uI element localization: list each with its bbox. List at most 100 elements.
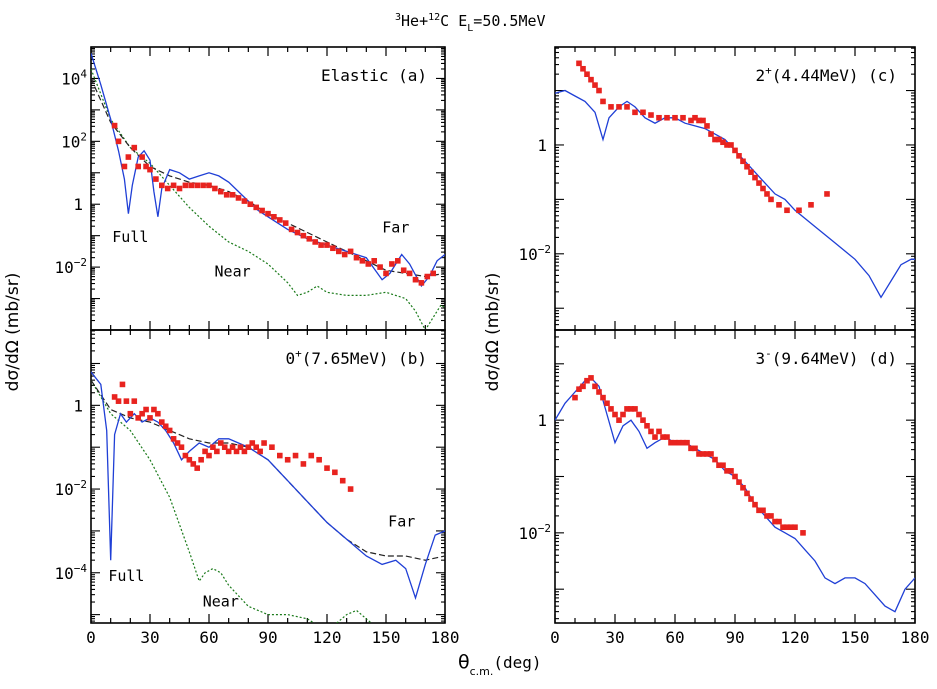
data-point bbox=[300, 461, 307, 467]
full-curve bbox=[555, 377, 915, 613]
data-point bbox=[728, 142, 734, 148]
data-point bbox=[123, 398, 130, 404]
data-point bbox=[131, 144, 138, 151]
data-point bbox=[732, 473, 738, 480]
data-point bbox=[632, 109, 638, 116]
data-point bbox=[178, 444, 185, 450]
data-point bbox=[660, 434, 666, 440]
data-point bbox=[720, 139, 726, 146]
data-point bbox=[640, 109, 646, 116]
full-curve bbox=[91, 53, 445, 288]
data-point bbox=[318, 242, 324, 248]
data-point bbox=[111, 122, 118, 129]
data-point bbox=[308, 452, 315, 459]
data-point bbox=[300, 232, 307, 239]
plot-area bbox=[555, 60, 915, 299]
data-point bbox=[371, 258, 377, 264]
panel-label-energy: (4.44MeV) (c) bbox=[772, 66, 897, 85]
y-tick-label: 10−2 bbox=[54, 256, 87, 277]
panel-label-state: 3 bbox=[756, 349, 766, 368]
data-point bbox=[282, 220, 289, 226]
data-point bbox=[700, 451, 706, 457]
data-point bbox=[744, 163, 750, 170]
data-point bbox=[704, 123, 710, 129]
data-point bbox=[696, 451, 702, 457]
data-point bbox=[736, 479, 742, 485]
curve-annotation-near: Near bbox=[203, 592, 239, 610]
data-point bbox=[353, 254, 360, 261]
panel-label-state: 2 bbox=[756, 66, 766, 85]
data-point bbox=[406, 270, 413, 277]
plot-frame bbox=[90, 46, 446, 331]
data-point bbox=[752, 174, 758, 181]
data-point bbox=[600, 394, 606, 401]
data-point bbox=[624, 104, 630, 110]
curve-annotation-full: Full bbox=[112, 228, 148, 246]
data-point bbox=[312, 239, 318, 245]
data-point bbox=[200, 182, 206, 189]
data-point bbox=[143, 406, 149, 413]
y-tick-label: 10−2 bbox=[518, 243, 551, 264]
data-point bbox=[430, 270, 436, 277]
y-tick-label: 1 bbox=[537, 411, 547, 430]
x-tick-label: 60 bbox=[665, 628, 684, 647]
data-point bbox=[135, 163, 141, 170]
y-tick-label: 10−2 bbox=[518, 522, 551, 543]
y-axis-title-left: dσ/dΩ (mb/sr) bbox=[3, 273, 23, 392]
data-point bbox=[716, 462, 722, 469]
data-point bbox=[684, 439, 690, 446]
data-point bbox=[139, 154, 145, 160]
data-point bbox=[652, 434, 658, 440]
data-point bbox=[616, 104, 622, 110]
data-point bbox=[768, 513, 774, 519]
data-point bbox=[347, 486, 354, 492]
data-point bbox=[190, 461, 197, 467]
near-curve bbox=[91, 68, 445, 330]
data-point bbox=[628, 406, 634, 412]
data-point bbox=[269, 444, 275, 450]
data-point bbox=[229, 444, 236, 450]
data-point bbox=[740, 158, 746, 165]
data-point bbox=[712, 456, 718, 463]
data-point bbox=[121, 163, 128, 170]
data-point bbox=[265, 210, 271, 217]
data-point bbox=[288, 226, 295, 233]
data-point bbox=[198, 456, 204, 463]
data-point bbox=[365, 261, 372, 267]
data-point bbox=[143, 163, 149, 170]
data-point bbox=[600, 98, 606, 105]
curve-annotation-far: Far bbox=[388, 513, 415, 531]
data-point bbox=[592, 383, 598, 390]
data-point bbox=[692, 445, 698, 452]
data-point bbox=[332, 469, 338, 476]
data-point bbox=[644, 422, 650, 429]
data-point bbox=[125, 154, 132, 160]
data-point bbox=[277, 217, 283, 223]
data-point bbox=[206, 182, 212, 189]
data-point bbox=[400, 267, 407, 274]
panel-label-parity: + bbox=[765, 64, 772, 77]
data-point bbox=[640, 417, 646, 423]
data-point bbox=[225, 448, 232, 455]
data-point bbox=[588, 375, 594, 381]
panel-label-parity: - bbox=[765, 347, 772, 360]
far-curve bbox=[91, 78, 445, 278]
data-point bbox=[632, 406, 638, 412]
data-point bbox=[716, 136, 722, 143]
data-point bbox=[284, 456, 291, 463]
data-point bbox=[377, 264, 383, 270]
data-point bbox=[115, 138, 122, 145]
data-point bbox=[176, 185, 183, 192]
data-point bbox=[800, 530, 806, 536]
data-point bbox=[153, 176, 159, 182]
figure-title: 3He+12C EL=50.5MeV bbox=[395, 12, 546, 34]
data-point bbox=[233, 448, 240, 455]
data-point bbox=[616, 417, 622, 423]
data-point bbox=[259, 207, 265, 214]
data-point bbox=[756, 180, 762, 186]
data-point bbox=[182, 452, 189, 459]
data-point bbox=[424, 273, 431, 280]
